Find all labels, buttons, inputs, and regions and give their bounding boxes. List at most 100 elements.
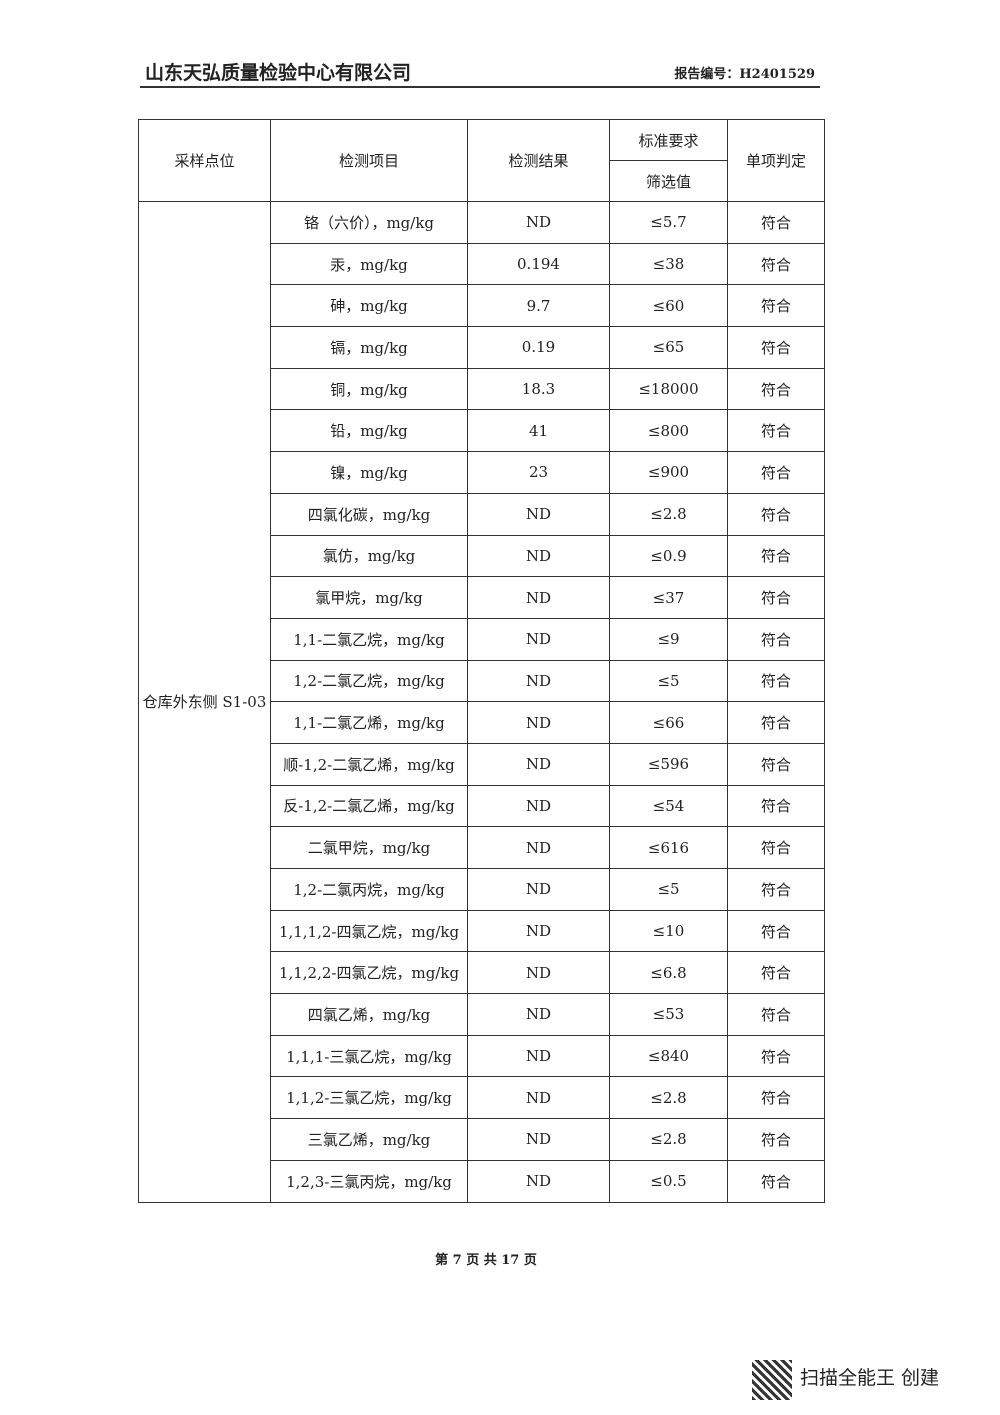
judgment-cell: 符合 bbox=[727, 993, 825, 1036]
result-cell: ND bbox=[467, 1034, 610, 1078]
judgment-cell: 符合 bbox=[727, 1034, 825, 1078]
judgment-cell: 符合 bbox=[727, 326, 825, 369]
table-row: 镉，mg/kg 0.19 ≤65 符合 bbox=[139, 326, 825, 369]
limit-cell: ≤0.9 bbox=[609, 534, 728, 578]
judgment-cell: 符合 bbox=[727, 492, 825, 536]
limit-cell: ≤54 bbox=[609, 784, 728, 828]
limit-cell: ≤66 bbox=[609, 701, 728, 744]
result-cell: 23 bbox=[467, 451, 610, 494]
header-cell: 采样点位 bbox=[138, 119, 271, 202]
limit-cell: ≤5 bbox=[609, 659, 728, 703]
item-cell: 1,2-二氯丙烷，mg/kg bbox=[270, 868, 468, 911]
limit-cell: ≤616 bbox=[609, 826, 728, 869]
item-cell: 1,1,2-三氯乙烷，mg/kg bbox=[270, 1076, 468, 1120]
limit-cell: ≤53 bbox=[609, 993, 728, 1036]
header-rule bbox=[140, 86, 820, 88]
item-cell: 汞，mg/kg bbox=[270, 242, 468, 286]
table-row: 1,1,2-三氯乙烷，mg/kg ND ≤2.8 符合 bbox=[139, 1076, 825, 1120]
item-cell: 氯仿，mg/kg bbox=[270, 534, 468, 578]
result-cell: ND bbox=[467, 492, 610, 536]
result-cell: ND bbox=[467, 201, 610, 244]
judgment-cell: 符合 bbox=[727, 1076, 825, 1120]
result-cell: ND bbox=[467, 1159, 610, 1203]
limit-cell: ≤800 bbox=[609, 409, 728, 453]
header-cell: 检测项目 bbox=[270, 119, 468, 202]
judgment-cell: 符合 bbox=[727, 451, 825, 494]
judgment-cell: 符合 bbox=[727, 909, 825, 953]
header-cell: 筛选值 bbox=[609, 160, 728, 202]
result-cell: ND bbox=[467, 868, 610, 911]
limit-cell: ≤900 bbox=[609, 451, 728, 494]
judgment-cell: 符合 bbox=[727, 784, 825, 828]
item-cell: 铜，mg/kg bbox=[270, 367, 468, 411]
judgment-cell: 符合 bbox=[727, 534, 825, 578]
table-row: 二氯甲烷，mg/kg ND ≤616 符合 bbox=[139, 826, 825, 869]
table-row: 四氯乙烯，mg/kg ND ≤53 符合 bbox=[139, 993, 825, 1036]
limit-cell: ≤840 bbox=[609, 1034, 728, 1078]
limit-cell: ≤60 bbox=[609, 284, 728, 328]
limit-cell: ≤0.5 bbox=[609, 1159, 728, 1203]
item-cell: 氯甲烷，mg/kg bbox=[270, 576, 468, 619]
judgment-cell: 符合 bbox=[727, 367, 825, 411]
table-row: 1,2,3-三氯丙烷，mg/kg ND ≤0.5 符合 bbox=[139, 1159, 825, 1203]
judgment-cell: 符合 bbox=[727, 1159, 825, 1203]
judgment-cell: 符合 bbox=[727, 576, 825, 619]
qr-icon bbox=[752, 1360, 792, 1400]
judgment-cell: 符合 bbox=[727, 826, 825, 869]
table-row: 1,1,2,2-四氯乙烷，mg/kg ND ≤6.8 符合 bbox=[139, 951, 825, 995]
limit-cell: ≤9 bbox=[609, 617, 728, 661]
item-cell: 铬（六价），mg/kg bbox=[270, 201, 468, 244]
item-cell: 1,1,1-三氯乙烷，mg/kg bbox=[270, 1034, 468, 1078]
table-row: 1,1-二氯乙烯，mg/kg ND ≤66 符合 bbox=[139, 701, 825, 744]
result-cell: ND bbox=[467, 1118, 610, 1161]
judgment-cell: 符合 bbox=[727, 284, 825, 328]
report-number: 报告编号：H2401529 bbox=[674, 67, 815, 82]
result-cell: 0.194 bbox=[467, 242, 610, 286]
limit-cell: ≤5.7 bbox=[609, 201, 728, 244]
judgment-cell: 符合 bbox=[727, 242, 825, 286]
table-row: 汞，mg/kg 0.194 ≤38 符合 bbox=[139, 242, 825, 286]
item-cell: 镉，mg/kg bbox=[270, 326, 468, 369]
result-cell: ND bbox=[467, 576, 610, 619]
result-cell: 9.7 bbox=[467, 284, 610, 328]
table-row: 1,2-二氯乙烷，mg/kg ND ≤5 符合 bbox=[139, 659, 825, 703]
limit-cell: ≤6.8 bbox=[609, 951, 728, 995]
item-cell: 反-1,2-二氯乙烯，mg/kg bbox=[270, 784, 468, 828]
result-cell: ND bbox=[467, 742, 610, 786]
limit-cell: ≤10 bbox=[609, 909, 728, 953]
item-cell: 顺-1,2-二氯乙烯，mg/kg bbox=[270, 742, 468, 786]
table-row: 顺-1,2-二氯乙烯，mg/kg ND ≤596 符合 bbox=[139, 742, 825, 786]
table-row: 仓库外东侧 S1-03 铬（六价），mg/kg ND ≤5.7 符合 bbox=[138, 201, 825, 1203]
judgment-cell: 符合 bbox=[727, 742, 825, 786]
header-cell: 单项判定 bbox=[727, 119, 825, 202]
table-row: 铅，mg/kg 41 ≤800 符合 bbox=[139, 409, 825, 453]
item-cell: 1,2,3-三氯丙烷，mg/kg bbox=[270, 1159, 468, 1203]
result-cell: ND bbox=[467, 701, 610, 744]
header-cell: 检测结果 bbox=[467, 119, 610, 202]
result-cell: 18.3 bbox=[467, 367, 610, 411]
judgment-cell: 符合 bbox=[727, 659, 825, 703]
table-row: 砷，mg/kg 9.7 ≤60 符合 bbox=[139, 284, 825, 328]
result-cell: ND bbox=[467, 534, 610, 578]
page-number: 第 7 页 共 17 页 bbox=[435, 1253, 537, 1268]
item-cell: 1,1,1,2-四氯乙烷，mg/kg bbox=[270, 909, 468, 953]
result-cell: 41 bbox=[467, 409, 610, 453]
table-row: 1,1,1-三氯乙烷，mg/kg ND ≤840 符合 bbox=[139, 1034, 825, 1078]
item-cell: 砷，mg/kg bbox=[270, 284, 468, 328]
limit-cell: ≤65 bbox=[609, 326, 728, 369]
limit-cell: ≤18000 bbox=[609, 367, 728, 411]
item-cell: 二氯甲烷，mg/kg bbox=[270, 826, 468, 869]
item-cell: 1,1-二氯乙烷，mg/kg bbox=[270, 617, 468, 661]
limit-cell: ≤2.8 bbox=[609, 1076, 728, 1120]
result-cell: ND bbox=[467, 617, 610, 661]
item-cell: 三氯乙烯，mg/kg bbox=[270, 1118, 468, 1161]
result-cell: ND bbox=[467, 1076, 610, 1120]
limit-cell: ≤596 bbox=[609, 742, 728, 786]
table-row: 1,2-二氯丙烷，mg/kg ND ≤5 符合 bbox=[139, 868, 825, 911]
table-row: 反-1,2-二氯乙烯，mg/kg ND ≤54 符合 bbox=[139, 784, 825, 828]
result-cell: ND bbox=[467, 951, 610, 995]
judgment-cell: 符合 bbox=[727, 409, 825, 453]
result-cell: ND bbox=[467, 826, 610, 869]
item-cell: 1,1,2,2-四氯乙烷，mg/kg bbox=[270, 951, 468, 995]
